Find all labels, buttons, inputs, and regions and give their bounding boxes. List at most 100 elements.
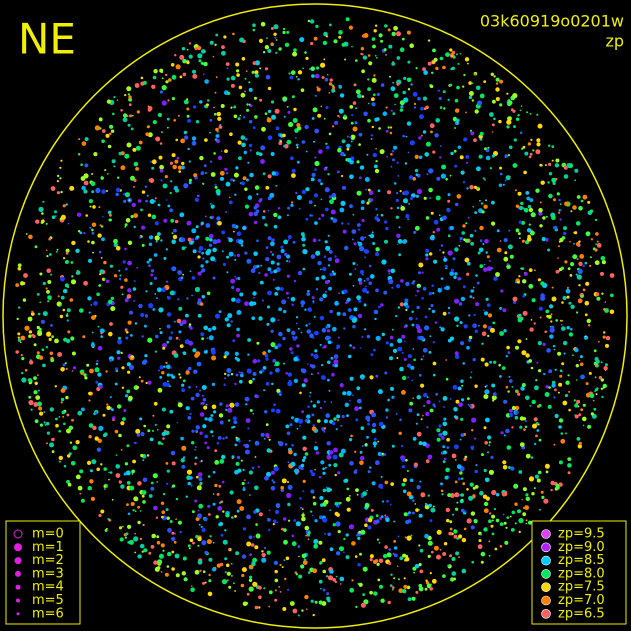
star [361,95,365,98]
star [336,311,341,316]
star [278,441,284,447]
star [154,293,157,295]
star [246,103,249,106]
star [207,99,210,102]
star [327,378,330,382]
star [303,456,307,460]
star [312,238,317,243]
star [436,554,441,560]
star [471,99,474,102]
star [372,441,378,446]
star [602,386,605,389]
star [491,383,496,388]
star [361,219,365,223]
star [514,405,520,411]
star [335,428,338,431]
star [366,153,369,156]
star [578,240,581,243]
star [159,142,163,145]
star [580,408,584,412]
star [95,362,99,366]
star [447,493,452,498]
star [89,205,92,208]
star [215,76,218,79]
star [274,578,279,583]
star [324,240,328,244]
star [540,295,546,301]
star [416,413,420,416]
star [483,309,485,312]
star [562,340,568,346]
star [187,119,192,123]
star [594,218,598,222]
star [472,495,476,499]
star [527,142,532,146]
star [138,376,141,379]
star [186,48,189,51]
star [377,578,381,582]
star [72,445,78,451]
star [234,402,240,407]
star [477,251,481,255]
star [466,346,470,350]
star [60,388,66,393]
star [208,573,211,577]
star [234,193,237,196]
star [451,571,457,576]
star [346,507,351,512]
star [54,338,59,344]
star [402,90,407,95]
star [140,208,144,212]
star [554,163,560,168]
star [33,390,38,395]
star [349,136,352,139]
star [325,325,329,329]
star [370,134,374,137]
star [473,185,478,189]
star [371,428,377,434]
star [202,397,207,402]
star [508,229,511,232]
star [88,423,94,428]
star [499,166,503,170]
star [339,576,345,582]
star [75,474,81,480]
star [97,372,102,377]
star [362,593,366,596]
star [55,417,58,421]
star [385,408,389,412]
star [347,157,352,163]
star [94,411,98,415]
star [204,248,207,251]
star [546,314,549,318]
star [115,464,120,469]
star [238,156,242,161]
star [120,421,125,426]
star [256,239,259,242]
star [411,323,415,327]
star [436,176,441,181]
star [414,168,419,173]
star [526,228,532,233]
star [471,429,474,432]
star [547,181,550,184]
star [143,548,148,553]
star [432,341,435,344]
star [291,168,296,173]
star [155,240,158,243]
star [157,232,161,236]
star [525,453,531,459]
star [318,579,323,584]
star [88,399,91,402]
star [246,541,252,547]
star [314,168,317,171]
star [89,368,94,374]
star [294,336,298,339]
star [172,164,177,170]
star [473,313,476,317]
star [155,136,161,142]
star [428,168,434,174]
star [407,218,409,220]
star [518,275,521,278]
star [174,320,176,323]
